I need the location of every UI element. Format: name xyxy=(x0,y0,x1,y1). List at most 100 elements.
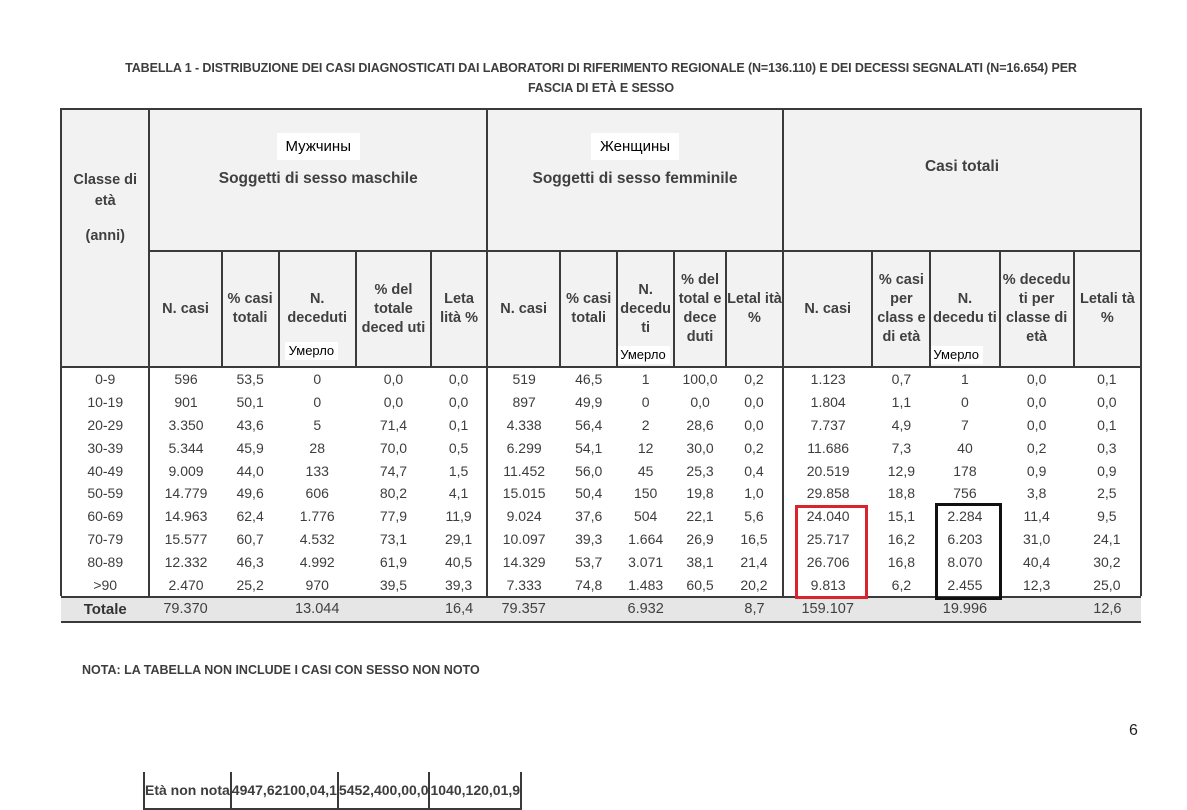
table-cell: 61,9 xyxy=(379,553,408,570)
total-cell: 79.370 xyxy=(149,595,222,623)
table-cell: 0 xyxy=(313,371,322,388)
table-cell: 9.024 xyxy=(506,508,542,525)
table-cell: 0,2 xyxy=(725,367,784,391)
total-group-label: Casi totali xyxy=(924,158,1000,175)
table-row: >90 2.470 25,2 970 39,5 39,3 7.333 74,8 1.483 60,… xyxy=(59,573,1143,596)
male-col-pct-deaths: % del totale deced uti xyxy=(354,250,433,368)
table-cell: 0,0 xyxy=(1073,390,1143,414)
table-cell: 0,1 xyxy=(1073,413,1143,437)
table-cell: 7.737 xyxy=(810,416,846,433)
table-cell: 40,4 xyxy=(1023,553,1051,570)
male-col-deaths-label: N. deceduti xyxy=(287,291,348,326)
annotation-women: Женщины xyxy=(590,132,680,160)
table-cell: 0,0 xyxy=(383,394,404,411)
table-cell: 53,5 xyxy=(236,371,264,388)
age-class-cell: 70-79 xyxy=(59,527,151,551)
table-cell: 2.470 xyxy=(168,576,204,593)
table-cell: 71,4 xyxy=(379,416,408,433)
table-cell: 54 xyxy=(337,772,355,810)
female-col-pct-cases: % casi totali xyxy=(559,250,619,368)
age-class-header: Classe di età (anni) xyxy=(59,108,151,368)
table-cell: 756 xyxy=(953,485,977,502)
table-cell: 15.577 xyxy=(164,530,208,547)
table-cell: 39,5 xyxy=(379,576,408,593)
table-cell: 15,1 xyxy=(887,508,916,525)
table-cell: 49,6 xyxy=(236,485,264,502)
age-class-cell: 80-89 xyxy=(59,550,151,574)
table-cell: 1 xyxy=(961,371,969,388)
table-cell: 178 xyxy=(953,462,977,479)
age-class-cell: 40-49 xyxy=(59,459,151,482)
table-cell: 11,4 xyxy=(1023,508,1050,525)
male-col-pct-cases: % casi totali xyxy=(220,250,280,368)
total-cell: 159.107 xyxy=(782,595,873,623)
table-row: 40-49 9.009 44,0 133 74,7 1,5 11.452 56,0 45 25,3… xyxy=(59,459,1143,482)
table-cell: 0 xyxy=(641,394,650,411)
female-col-deaths: N. decedu ti Умерло xyxy=(616,250,676,368)
table-cell: 1 xyxy=(641,371,650,388)
table-row: 50-59 14.779 49,6 606 80,2 4,1 15.015 50,4 150 19… xyxy=(59,481,1143,505)
table-cell: 1.483 xyxy=(628,576,664,593)
table-cell: 20.519 xyxy=(806,462,850,479)
table-cell: 0,0 xyxy=(725,413,784,437)
table-cell: 6.203 xyxy=(947,530,983,547)
table-cell: 9.813 xyxy=(810,576,846,593)
table-cell: 50,1 xyxy=(236,394,264,411)
table-cell: 6.299 xyxy=(506,439,542,456)
table-cell: 2.455 xyxy=(947,576,983,593)
table-cell: 5.344 xyxy=(168,439,204,456)
table-cell: 38,1 xyxy=(686,553,714,570)
table-cell: 60,5 xyxy=(686,576,714,593)
table-cell: 31,0 xyxy=(1023,530,1051,547)
red-highlight-box xyxy=(795,505,868,599)
table-cell: 596 xyxy=(174,371,198,388)
table-cell: 0,0 xyxy=(725,390,784,414)
table-cell: 0,0 xyxy=(409,772,431,810)
table-cell: 44,0 xyxy=(236,462,264,479)
total-cell: 8,7 xyxy=(725,595,783,623)
total-cell: 6.932 xyxy=(617,595,675,623)
table-cell: 80,2 xyxy=(379,485,408,502)
table-cell: 0,0 xyxy=(1026,416,1047,433)
table-cell: 25,2 xyxy=(236,576,264,593)
table-cell: 0,0 xyxy=(1026,371,1047,388)
table-cell: 25,0 xyxy=(1073,573,1143,596)
table-cell: 2 xyxy=(473,772,482,810)
table-cell: 1.776 xyxy=(299,508,335,525)
table-cell: 0,0 xyxy=(383,371,404,388)
table-cell: 74,8 xyxy=(575,576,603,593)
table-cell: 1,0 xyxy=(725,481,784,505)
table-title: TABELLA 1 - DISTRIBUZIONE DEI CASI DIAGN… xyxy=(60,58,1142,98)
table-cell: 16,5 xyxy=(725,527,784,551)
table-cell: 0 xyxy=(961,394,969,411)
table-cell: 3.071 xyxy=(628,553,664,570)
page-number: 6 xyxy=(1129,722,1138,739)
table-cell: 0,0 xyxy=(1026,394,1047,411)
table-cell: 11.452 xyxy=(503,462,546,479)
table-cell: 14.329 xyxy=(502,553,546,570)
table-cell: 0,0 xyxy=(431,367,489,391)
table-cell: 21,4 xyxy=(725,550,784,574)
table-cell: 53,7 xyxy=(575,553,603,570)
table-cell: 12,3 xyxy=(1023,576,1051,593)
table-cell: 3,8 xyxy=(1026,485,1047,502)
table-cell: 49,9 xyxy=(575,394,603,411)
table-cell: 45,9 xyxy=(236,439,264,456)
total-col-lethality: Letali tà % xyxy=(1072,250,1143,368)
table-cell: 0,2 xyxy=(725,436,784,460)
table-cell: 133 xyxy=(305,462,329,479)
table-cell: 30,0 xyxy=(686,439,714,456)
total-row: Totale 79.370 13.044 16,4 79.357 6.932 8… xyxy=(61,595,1141,623)
table-cell: 26.706 xyxy=(806,553,850,570)
table-cell: 1.804 xyxy=(810,394,846,411)
table-cell: 70,0 xyxy=(379,439,408,456)
table-cell: 60,7 xyxy=(236,530,264,547)
female-col-lethality: Letal ità % xyxy=(724,250,784,368)
total-col-pct-cases: % casi per class e di età xyxy=(871,250,932,368)
table-cell: 16,2 xyxy=(887,530,916,547)
table-cell: 56,0 xyxy=(575,462,603,479)
table-row: 20-29 3.350 43,6 5 71,4 0,1 4.338 56,4 2 28,6 0,0 7… xyxy=(59,413,1143,437)
male-col-cases: N. casi xyxy=(148,250,223,368)
table-cell: 606 xyxy=(305,485,329,502)
table-cell: 4.338 xyxy=(506,416,542,433)
